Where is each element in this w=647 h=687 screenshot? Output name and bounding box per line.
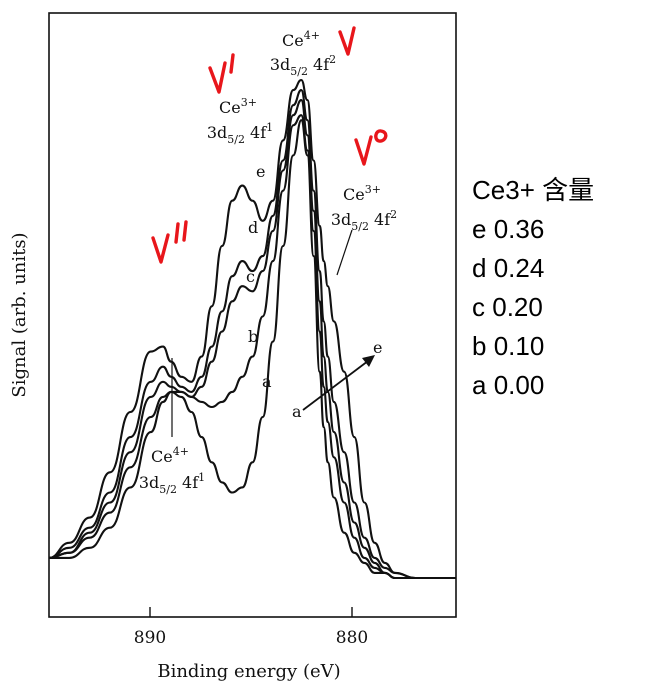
handwritten-note-v xyxy=(338,26,356,56)
svg-text:3d5/2 4f1: 3d5/2 4f1 xyxy=(207,121,273,146)
x-tick-label-880: 880 xyxy=(336,628,368,648)
legend-title: Ce3+ 含量 xyxy=(472,175,594,205)
annotation-ce3-v0: Ce3+ 3d5/2 4f2 xyxy=(331,183,397,276)
series-line-a xyxy=(48,119,456,580)
handwritten-note-vprime xyxy=(208,53,235,94)
annotation-ce3-v0-leader xyxy=(336,229,353,276)
svg-text:Ce3+: Ce3+ xyxy=(219,96,257,117)
legend-row-e: e 0.36 xyxy=(472,214,544,244)
series-label-b: b xyxy=(248,327,258,346)
series-label-a: a xyxy=(262,372,272,391)
handwritten-note-v0 xyxy=(354,129,388,166)
svg-text:3d5/2 4f1: 3d5/2 4f1 xyxy=(139,471,205,496)
legend-row-b: b 0.10 xyxy=(472,331,544,361)
legend-row-a: a 0.00 xyxy=(472,370,544,400)
legend-row-c: c 0.20 xyxy=(472,292,543,322)
series-line-e xyxy=(48,78,456,580)
svg-text:3d5/2 4f2: 3d5/2 4f2 xyxy=(270,53,336,78)
x-axis-title: Binding energy (eV) xyxy=(157,661,340,682)
series-line-d xyxy=(48,89,456,580)
ce3-content-legend: Ce3+ 含量 e 0.36 d 0.24 c 0.20 b 0.10 a 0.… xyxy=(472,175,594,400)
svg-text:Ce4+: Ce4+ xyxy=(282,29,320,50)
annotation-ce3-vprime: Ce3+ 3d5/2 4f1 xyxy=(207,96,273,146)
plot-frame xyxy=(48,12,457,618)
annotation-ce4-v: Ce4+ 3d5/2 4f2 xyxy=(270,29,336,78)
svg-text:Ce4+: Ce4+ xyxy=(151,445,189,466)
trend-arrow-shaft xyxy=(302,360,369,411)
handwritten-note-vpp xyxy=(151,220,188,264)
series-label-e: e xyxy=(256,162,265,181)
legend-row-d: d 0.24 xyxy=(472,253,544,283)
trend-arrow-head xyxy=(362,355,375,367)
y-axis-title: Signal (arb. units) xyxy=(9,232,30,397)
annotation-ce4-vpp: Ce4+ 3d5/2 4f1 xyxy=(139,358,205,496)
series-line-b xyxy=(48,114,456,580)
svg-text:3d5/2 4f2: 3d5/2 4f2 xyxy=(331,208,397,233)
x-tick-label-890: 890 xyxy=(134,628,166,648)
svg-text:Ce3+: Ce3+ xyxy=(343,183,381,204)
arrow-label-to: e xyxy=(373,338,382,357)
arrow-label-from: a xyxy=(292,402,302,421)
series-label-c: c xyxy=(246,267,255,286)
series-label-d: d xyxy=(248,218,258,237)
spectra-lines xyxy=(48,78,456,580)
series-line-c xyxy=(48,99,456,580)
